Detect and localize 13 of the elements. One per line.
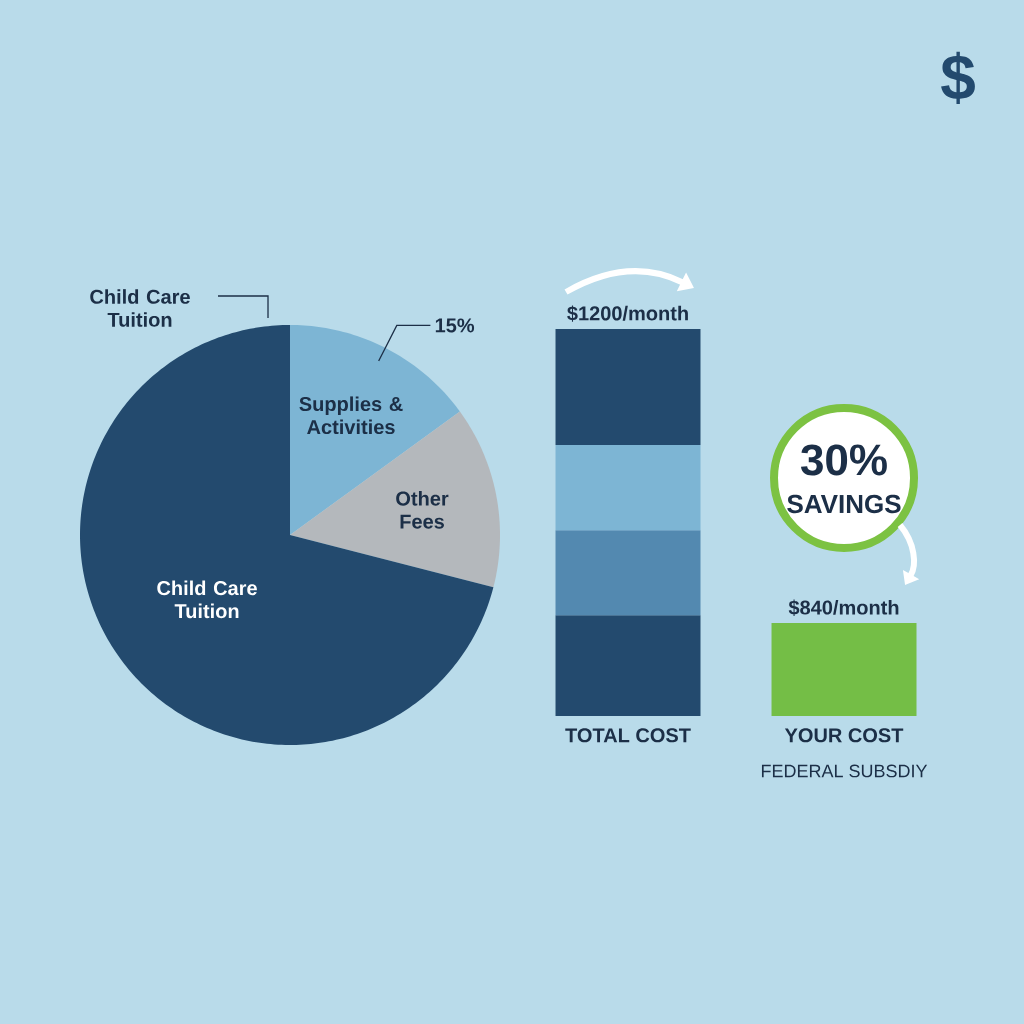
text: $ <box>941 51 975 105</box>
text: Child Care Tuition <box>90 289 190 327</box>
slice-label: Child Care Tuition <box>157 580 257 619</box>
x-tick-label: YOUR COST <box>784 728 904 743</box>
annotation: $1200/month <box>567 305 688 322</box>
text: FEDERAL SUBSDIY <box>761 764 928 778</box>
annotation: SAVINGS <box>787 494 901 514</box>
annotation: 30% <box>800 444 887 476</box>
annotation: $840/month <box>788 599 899 616</box>
x-tick-label: TOTAL COST <box>565 728 691 743</box>
data-label: 15% <box>435 318 475 333</box>
slice-label: Supplies & Activities <box>299 396 403 435</box>
slice-label: Other Fees <box>396 490 449 529</box>
